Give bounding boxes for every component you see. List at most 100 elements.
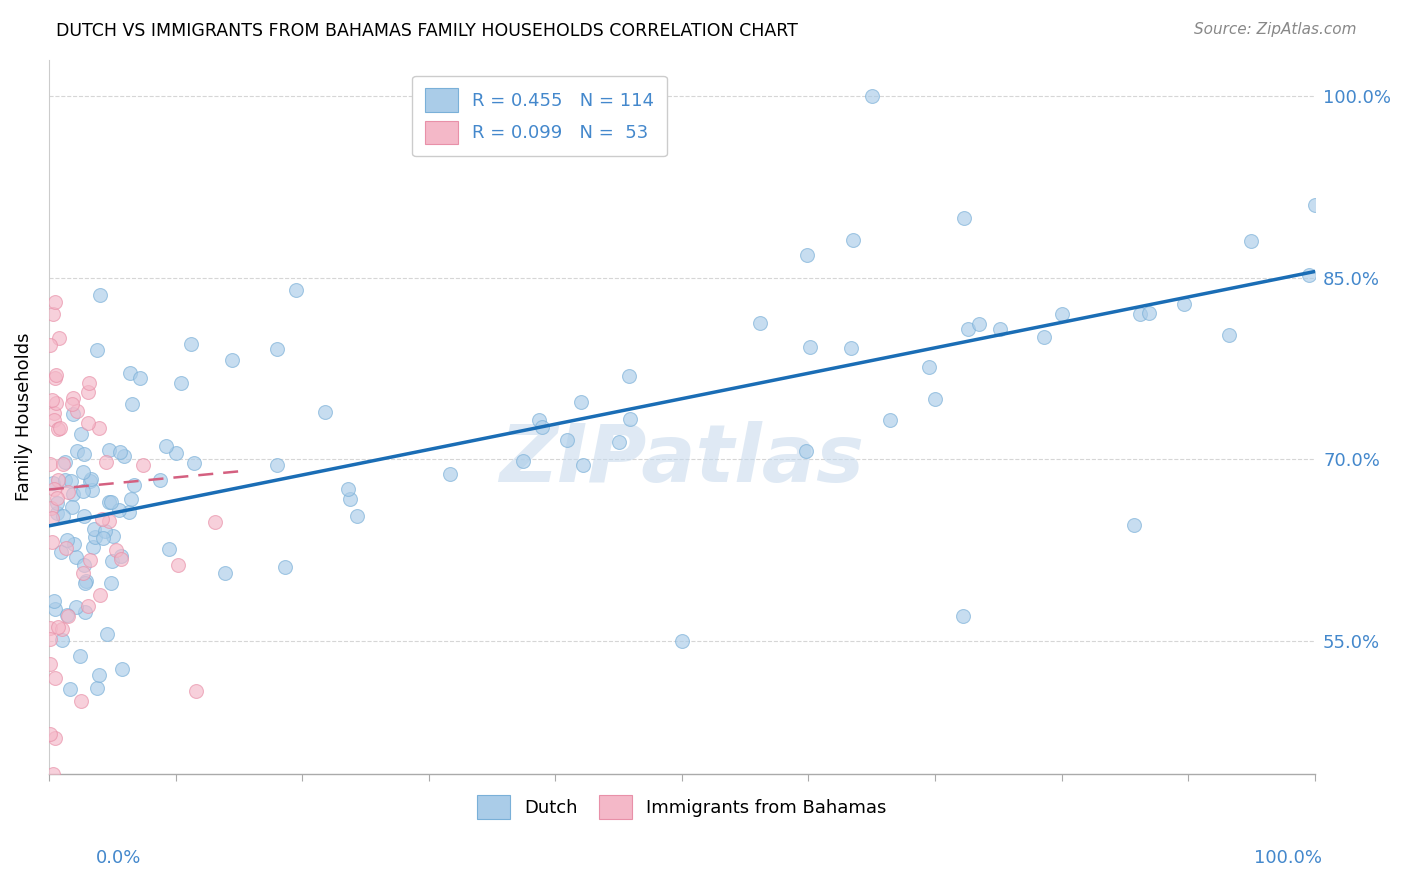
- Point: [91, 512, 114, 526]
- Point: [51, 544, 73, 558]
- Point: [60, 500, 83, 514]
- Point: [42, 482, 65, 496]
- Point: [66, 403, 89, 417]
- Point: [166, 558, 188, 573]
- Point: [619, 411, 641, 425]
- Point: [94, 524, 117, 538]
- Point: [121, 397, 143, 411]
- Point: [214, 566, 236, 581]
- Point: [799, 340, 821, 354]
- Point: [956, 322, 979, 336]
- Point: [1218, 328, 1240, 343]
- Point: [55, 541, 77, 555]
- Point: [41, 393, 63, 408]
- Point: [80, 472, 103, 486]
- Point: [285, 283, 308, 297]
- Point: [44, 294, 66, 309]
- Point: [105, 542, 128, 557]
- Point: [89, 420, 111, 434]
- Point: [77, 385, 100, 400]
- Point: [170, 376, 193, 390]
- Point: [42, 406, 65, 420]
- Point: [48, 331, 70, 345]
- Point: [46, 620, 69, 634]
- Point: [967, 317, 990, 331]
- Y-axis label: Family Households: Family Households: [15, 333, 32, 501]
- Point: [79, 376, 101, 390]
- Point: [53, 455, 76, 469]
- Text: Source: ZipAtlas.com: Source: ZipAtlas.com: [1194, 22, 1357, 37]
- Point: [221, 353, 243, 368]
- Point: [46, 491, 69, 506]
- Point: [1303, 198, 1326, 212]
- Point: [555, 434, 578, 448]
- Point: [89, 588, 111, 602]
- Point: [1033, 329, 1056, 343]
- Point: [108, 445, 131, 459]
- Point: [44, 731, 66, 745]
- Point: [132, 458, 155, 473]
- Point: [73, 575, 96, 590]
- Point: [45, 506, 67, 520]
- Point: [110, 549, 132, 564]
- Point: [617, 369, 640, 384]
- Point: [62, 397, 84, 411]
- Point: [120, 366, 142, 380]
- Point: [73, 508, 96, 523]
- Legend: Dutch, Immigrants from Bahamas: Dutch, Immigrants from Bahamas: [470, 789, 894, 826]
- Point: [86, 343, 108, 357]
- Point: [65, 599, 87, 614]
- Point: [91, 531, 114, 545]
- Point: [46, 422, 69, 436]
- Point: [879, 412, 901, 426]
- Point: [77, 416, 100, 430]
- Point: [108, 503, 131, 517]
- Point: [749, 317, 772, 331]
- Point: [180, 337, 202, 351]
- Point: [44, 671, 66, 685]
- Point: [346, 508, 368, 523]
- Point: [73, 558, 96, 573]
- Point: [46, 473, 69, 487]
- Point: [122, 478, 145, 492]
- Point: [56, 533, 79, 548]
- Point: [988, 321, 1011, 335]
- Point: [952, 609, 974, 624]
- Point: [94, 455, 117, 469]
- Point: [39, 632, 62, 647]
- Point: [186, 684, 208, 698]
- Point: [72, 465, 94, 479]
- Point: [571, 458, 593, 472]
- Point: [512, 454, 534, 468]
- Point: [952, 211, 974, 226]
- Point: [79, 553, 101, 567]
- Point: [75, 574, 97, 588]
- Point: [39, 657, 62, 672]
- Point: [39, 500, 62, 515]
- Point: [39, 337, 62, 351]
- Point: [100, 576, 122, 591]
- Point: [42, 307, 65, 321]
- Point: [70, 426, 93, 441]
- Point: [39, 621, 62, 635]
- Point: [69, 694, 91, 708]
- Point: [839, 341, 862, 355]
- Point: [841, 233, 863, 247]
- Point: [62, 537, 84, 551]
- Point: [62, 391, 84, 405]
- Point: [339, 491, 361, 506]
- Text: 0.0%: 0.0%: [96, 849, 141, 867]
- Point: [149, 473, 172, 487]
- Point: [79, 475, 101, 489]
- Point: [1298, 268, 1320, 282]
- Point: [45, 396, 67, 410]
- Point: [66, 444, 89, 458]
- Point: [1050, 307, 1073, 321]
- Point: [44, 594, 66, 608]
- Point: [82, 540, 104, 554]
- Point: [111, 662, 134, 676]
- Point: [120, 492, 142, 507]
- Point: [1137, 306, 1160, 320]
- Point: [266, 342, 288, 356]
- Point: [59, 682, 82, 697]
